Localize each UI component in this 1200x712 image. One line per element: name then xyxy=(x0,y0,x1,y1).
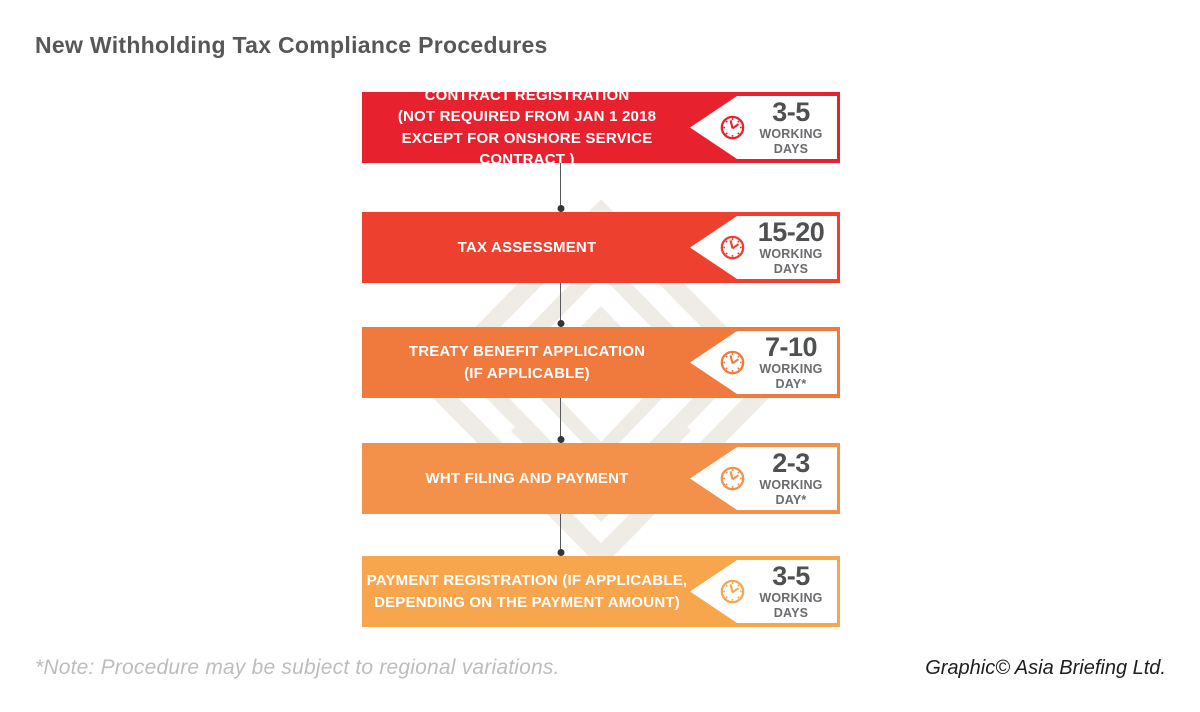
connector-dot xyxy=(557,436,564,443)
step-label: WHT FILING AND PAYMENT xyxy=(425,469,629,487)
duration-badge: 2-3 WORKING DAY* xyxy=(690,447,837,510)
step-payment-registration: PAYMENT REGISTRATION (IF APPLICABLE, DEP… xyxy=(362,556,840,627)
duration-block: 3-5 WORKING DAYS xyxy=(750,96,837,157)
duration-value: 2-3 xyxy=(772,447,810,478)
duration-block: 15-20 WORKING DAYS xyxy=(750,216,837,277)
clock-icon xyxy=(720,350,745,375)
connector-dot xyxy=(557,205,564,212)
flow-connector xyxy=(557,163,564,212)
page-title: New Withholding Tax Compliance Procedure… xyxy=(35,32,548,58)
duration-badge: 7-10 WORKING DAY* xyxy=(690,331,837,394)
clock-icon xyxy=(720,466,745,491)
duration-unit: DAY* xyxy=(775,377,807,392)
connector-dot xyxy=(557,549,564,556)
step-label: PAYMENT REGISTRATION (IF APPLICABLE, DEP… xyxy=(366,572,688,611)
duration-unit: DAY* xyxy=(775,493,807,508)
duration-unit: DAYS xyxy=(773,606,809,621)
duration-value: 7-10 xyxy=(764,331,818,362)
connector-dot xyxy=(557,320,564,327)
duration-unit: WORKING xyxy=(759,591,823,606)
credit: Graphic© Asia Briefing Ltd. xyxy=(925,657,1166,679)
step-tax-assessment: TAX ASSESSMENT xyxy=(362,212,840,283)
duration-unit: WORKING xyxy=(759,127,823,142)
step-wht-filing-and-payment: WHT FILING AND PAYMENT xyxy=(362,443,840,514)
step-contract-registration: CONTRACT REGISTRATION (NOT REQUIRED FROM… xyxy=(362,86,840,168)
duration-block: 7-10 WORKING DAY* xyxy=(750,331,837,392)
step-label: TREATY BENEFIT APPLICATION (IF APPLICABL… xyxy=(408,343,646,382)
duration-unit: DAYS xyxy=(773,262,809,277)
duration-unit: WORKING xyxy=(759,362,823,377)
step-label: CONTRACT REGISTRATION (NOT REQUIRED FROM… xyxy=(397,86,657,168)
duration-unit: WORKING xyxy=(759,478,823,493)
clock-icon xyxy=(720,115,745,140)
duration-badge: 3-5 WORKING DAYS xyxy=(690,560,837,623)
flow-connector xyxy=(557,514,564,556)
duration-unit: WORKING xyxy=(759,247,823,262)
flow-connector xyxy=(557,283,564,327)
duration-block: 2-3 WORKING DAY* xyxy=(750,447,837,508)
footnote: *Note: Procedure may be subject to regio… xyxy=(35,656,560,679)
duration-badge: 15-20 WORKING DAYS xyxy=(690,216,837,279)
duration-unit: DAYS xyxy=(773,142,809,157)
duration-value: 3-5 xyxy=(772,560,810,591)
flow-connector xyxy=(557,398,564,443)
duration-block: 3-5 WORKING DAYS xyxy=(750,560,837,621)
clock-icon xyxy=(720,579,745,604)
duration-value: 3-5 xyxy=(772,96,810,127)
step-label: TAX ASSESSMENT xyxy=(457,238,597,256)
step-treaty-benefit-application: TREATY BENEFIT APPLICATION (IF APPLICABL… xyxy=(362,327,840,398)
duration-value: 15-20 xyxy=(757,216,825,247)
clock-icon xyxy=(720,235,745,260)
duration-badge: 3-5 WORKING DAYS xyxy=(690,96,837,159)
